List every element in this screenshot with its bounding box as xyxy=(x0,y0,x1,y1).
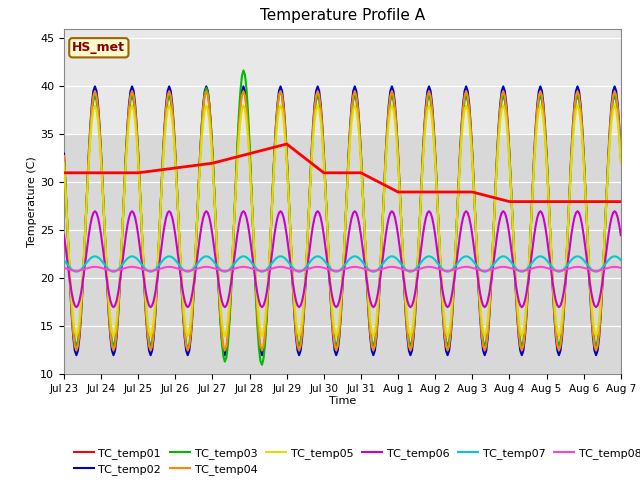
Legend: TC_temp01, TC_temp02, TC_temp03, TC_temp04, TC_temp05, TC_temp06, TC_temp07, TC_: TC_temp01, TC_temp02, TC_temp03, TC_temp… xyxy=(70,443,640,480)
Bar xyxy=(64,29,621,134)
TC_temp08 xyxy=(72,268,80,274)
TC_temp07 xyxy=(552,268,559,274)
TC_temp08 xyxy=(60,265,68,271)
TC_temp04 xyxy=(552,330,559,336)
TC_temp03 xyxy=(60,156,68,161)
TC_temp06 xyxy=(60,232,68,238)
Title: Temperature Profile A: Temperature Profile A xyxy=(260,9,425,24)
X-axis label: Time: Time xyxy=(329,396,356,406)
TC_temp04 xyxy=(617,153,625,159)
TC_temp01 xyxy=(397,189,405,195)
Line: TC_temp03: TC_temp03 xyxy=(64,71,621,365)
TC_temp08 xyxy=(412,267,419,273)
TC_temp08 xyxy=(77,267,85,273)
TC_temp05 xyxy=(167,107,175,112)
TC_temp04 xyxy=(77,310,85,315)
TC_temp03 xyxy=(380,186,388,192)
TC_temp01 xyxy=(60,170,68,176)
TC_temp08 xyxy=(552,267,559,273)
TC_temp01 xyxy=(506,199,513,204)
Line: TC_temp05: TC_temp05 xyxy=(64,106,621,336)
TC_temp02 xyxy=(72,352,80,358)
TC_temp02 xyxy=(167,88,175,94)
TC_temp04 xyxy=(380,184,388,190)
TC_temp06 xyxy=(72,304,80,310)
TC_temp02 xyxy=(91,84,99,89)
TC_temp01 xyxy=(410,189,417,195)
TC_temp04 xyxy=(91,88,99,94)
TC_temp08 xyxy=(91,264,99,270)
TC_temp03 xyxy=(412,306,419,312)
TC_temp04 xyxy=(399,252,406,257)
TC_temp07 xyxy=(77,266,85,272)
TC_temp03 xyxy=(239,68,247,73)
TC_temp01 xyxy=(617,199,625,204)
TC_temp03 xyxy=(76,326,83,332)
TC_temp02 xyxy=(77,313,85,319)
TC_temp02 xyxy=(412,313,419,319)
TC_temp05 xyxy=(72,333,80,339)
TC_temp04 xyxy=(412,310,419,315)
TC_temp02 xyxy=(380,183,388,189)
TC_temp01 xyxy=(76,170,83,176)
TC_temp08 xyxy=(399,266,406,272)
TC_temp05 xyxy=(552,318,559,324)
Line: TC_temp06: TC_temp06 xyxy=(64,211,621,307)
TC_temp05 xyxy=(412,300,419,305)
TC_temp03 xyxy=(617,156,625,161)
TC_temp05 xyxy=(77,300,85,305)
TC_temp04 xyxy=(72,348,80,353)
TC_temp02 xyxy=(552,334,559,340)
TC_temp03 xyxy=(164,97,172,103)
Line: TC_temp02: TC_temp02 xyxy=(64,86,621,355)
TC_temp03 xyxy=(552,326,559,332)
Line: TC_temp08: TC_temp08 xyxy=(64,267,621,271)
TC_temp07 xyxy=(167,254,175,260)
TC_temp01 xyxy=(379,181,387,187)
TC_temp06 xyxy=(167,210,175,216)
TC_temp06 xyxy=(552,298,559,304)
TC_temp07 xyxy=(72,269,80,275)
TC_temp04 xyxy=(60,153,68,159)
TC_temp02 xyxy=(399,252,406,258)
TC_temp02 xyxy=(617,151,625,156)
TC_temp07 xyxy=(60,257,68,263)
Line: TC_temp04: TC_temp04 xyxy=(64,91,621,350)
TC_temp06 xyxy=(617,232,625,238)
Text: HS_met: HS_met xyxy=(72,41,125,54)
TC_temp06 xyxy=(399,269,406,275)
Y-axis label: Temperature (C): Temperature (C) xyxy=(28,156,37,247)
TC_temp07 xyxy=(412,266,419,272)
TC_temp05 xyxy=(380,188,388,194)
TC_temp03 xyxy=(258,362,266,368)
TC_temp07 xyxy=(399,263,406,269)
TC_temp08 xyxy=(380,265,388,271)
TC_temp01 xyxy=(164,166,172,172)
TC_temp03 xyxy=(399,250,406,256)
Line: TC_temp07: TC_temp07 xyxy=(64,256,621,272)
TC_temp08 xyxy=(167,264,175,270)
TC_temp06 xyxy=(91,208,99,214)
TC_temp05 xyxy=(91,103,99,108)
TC_temp05 xyxy=(60,160,68,166)
TC_temp06 xyxy=(380,244,388,250)
TC_temp04 xyxy=(167,93,175,98)
TC_temp05 xyxy=(399,248,406,253)
TC_temp07 xyxy=(380,259,388,265)
Line: TC_temp01: TC_temp01 xyxy=(64,144,621,202)
TC_temp07 xyxy=(617,257,625,263)
TC_temp01 xyxy=(552,199,559,204)
TC_temp02 xyxy=(60,151,68,156)
TC_temp08 xyxy=(617,265,625,271)
TC_temp05 xyxy=(617,160,625,166)
TC_temp01 xyxy=(283,141,291,147)
TC_temp06 xyxy=(412,290,419,296)
TC_temp07 xyxy=(91,253,99,259)
TC_temp06 xyxy=(77,290,85,296)
